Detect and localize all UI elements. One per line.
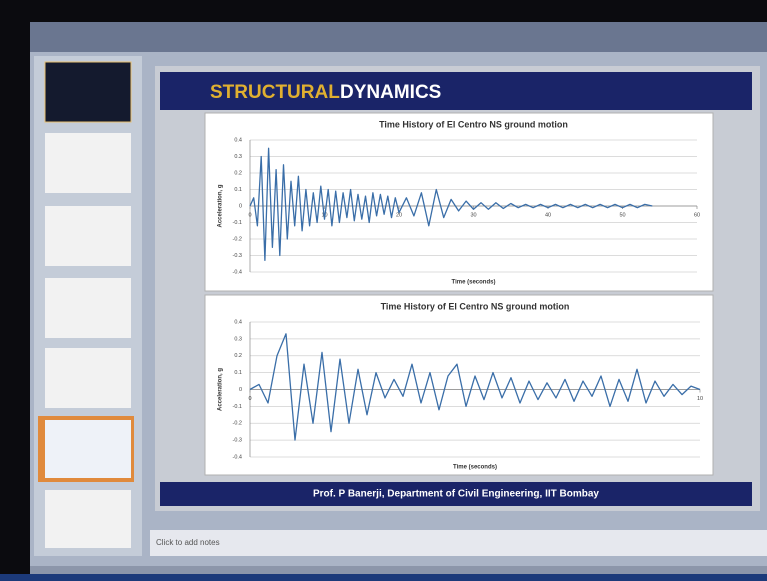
y-tick-label: -0.1 — [233, 220, 242, 226]
slide-title: STRUCTURAL — [210, 82, 340, 103]
thumbnail[interactable] — [45, 206, 131, 266]
y-tick-label: 0 — [239, 387, 242, 393]
powerpoint-window: STRUCTURAL DYNAMICS Prof. P Banerji, Dep… — [0, 0, 767, 581]
thumbnail[interactable] — [45, 420, 131, 478]
x-axis-label: Time (seconds) — [452, 280, 496, 286]
status-bar — [30, 566, 767, 574]
y-tick-label: 0.4 — [234, 137, 242, 143]
y-tick-label: 0.1 — [234, 187, 242, 193]
thumbnail[interactable] — [45, 133, 131, 193]
y-tick-label: 0.3 — [234, 336, 242, 342]
y-tick-label: 0.2 — [234, 353, 242, 359]
notes-pane[interactable] — [150, 530, 767, 556]
y-tick-label: 0.2 — [234, 170, 242, 176]
chart-title: Time History of El Centro NS ground moti… — [379, 119, 568, 129]
x-tick-label: 20 — [396, 212, 402, 218]
y-tick-label: -0.2 — [233, 421, 242, 427]
y-tick-label: -0.3 — [233, 253, 242, 259]
x-tick-label: 0 — [248, 396, 251, 402]
thumbnail[interactable] — [45, 278, 131, 338]
ribbon[interactable] — [30, 22, 767, 52]
y-tick-label: -0.3 — [233, 438, 242, 444]
y-tick-label: 0 — [239, 203, 242, 209]
y-axis-label: Acceleration, g — [218, 368, 224, 411]
thumbnail[interactable] — [45, 62, 131, 122]
thumbnail[interactable] — [45, 490, 131, 548]
x-tick-label: 10 — [697, 396, 703, 402]
taskbar — [0, 574, 767, 581]
x-axis-label: Time (seconds) — [453, 465, 497, 471]
x-tick-label: 30 — [470, 212, 476, 218]
x-tick-label: 60 — [694, 212, 700, 218]
chart-title: Time History of El Centro NS ground moti… — [381, 301, 570, 311]
notes-placeholder: Click to add notes — [156, 538, 220, 547]
x-tick-label: 50 — [619, 212, 625, 218]
y-tick-label: 0.4 — [234, 319, 242, 325]
y-tick-label: -0.2 — [233, 236, 242, 242]
x-tick-label: 40 — [545, 212, 551, 218]
y-tick-label: -0.4 — [233, 454, 242, 460]
y-axis-label: Acceleration, g — [218, 184, 224, 227]
thumbnail[interactable] — [45, 348, 131, 408]
slide-title: DYNAMICS — [340, 82, 441, 103]
footer-text: Prof. P Banerji, Department of Civil Eng… — [313, 489, 599, 500]
y-tick-label: -0.4 — [233, 269, 242, 275]
x-tick-label: 0 — [248, 212, 251, 218]
y-tick-label: -0.1 — [233, 404, 242, 410]
screen: STRUCTURAL DYNAMICS Prof. P Banerji, Dep… — [0, 0, 767, 581]
y-tick-label: 0.3 — [234, 154, 242, 160]
y-tick-label: 0.1 — [234, 370, 242, 376]
